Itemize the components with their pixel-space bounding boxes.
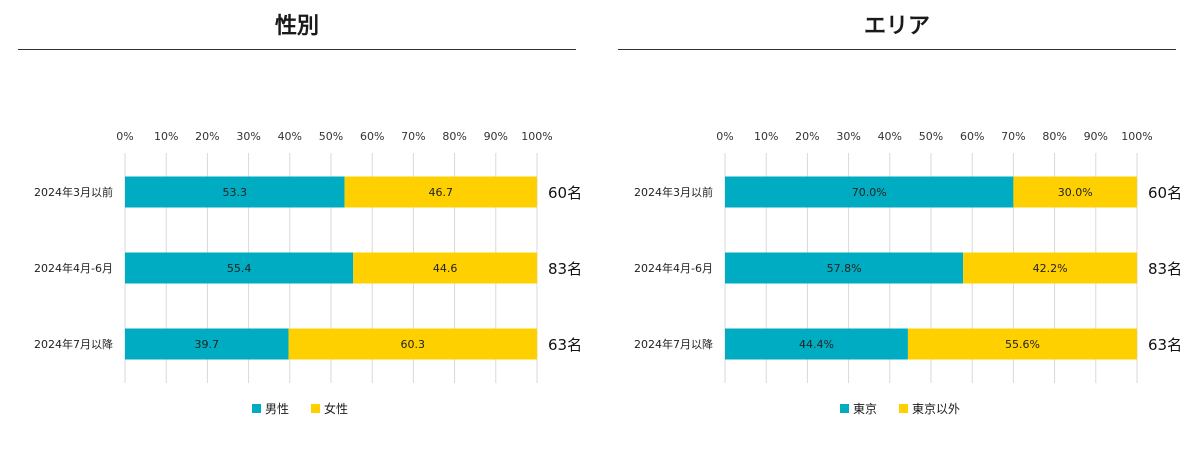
legend-label: 男性 — [264, 402, 289, 416]
chart-title: 性別 — [274, 14, 319, 39]
legend-item-female: 女性 — [311, 400, 348, 417]
bar-segment — [288, 328, 537, 360]
x-tick-label: 40% — [278, 130, 302, 143]
legend-swatch-teal — [839, 404, 849, 413]
category-label: 2024年4月-6月 — [34, 261, 113, 275]
x-tick-label: 90% — [484, 130, 508, 143]
legend-swatch-teal — [251, 404, 261, 413]
x-tick-label: 100% — [1121, 130, 1152, 143]
respondent-count: 60名 — [1148, 184, 1182, 202]
bar-segment — [353, 252, 537, 284]
x-tick-label: 60% — [960, 130, 984, 143]
category-label: 2024年7月以降 — [634, 337, 713, 351]
bar-segment — [725, 328, 908, 360]
bar-segment — [907, 328, 1137, 360]
x-tick-label: 20% — [195, 130, 219, 143]
data-label: 55.4 — [227, 262, 252, 275]
area-stacked-bar-chart: 0% 10% 20% 30% 40% 50% 60% 70% 80% 90% 100% 2024年3月… — [634, 130, 1182, 383]
title-divider — [18, 49, 576, 50]
data-label: 53.3 — [223, 186, 248, 199]
chart-legend: 東京 東京以外 — [600, 400, 1200, 417]
x-tick-label: 40% — [878, 130, 902, 143]
x-tick-label: 30% — [236, 130, 260, 143]
bar-segment — [125, 328, 289, 360]
legend-item-male: 男性 — [251, 400, 289, 417]
x-tick-label: 30% — [836, 130, 860, 143]
legend-label: 東京以外 — [912, 402, 961, 416]
data-label: 55.6% — [1005, 338, 1040, 351]
x-tick-label: 90% — [1084, 130, 1108, 143]
bar-segment — [725, 176, 1014, 208]
x-tick-label: 10% — [154, 130, 178, 143]
legend-item-tokyo: 東京 — [839, 400, 877, 417]
legend-swatch-yellow — [899, 404, 908, 413]
x-tick-label: 70% — [401, 130, 425, 143]
category-label: 2024年4月-6月 — [634, 261, 713, 275]
category-label: 2024年3月以前 — [34, 185, 113, 199]
data-label: 39.7 — [195, 338, 220, 351]
gender-stacked-bar-chart: 0% 10% 20% 30% 40% 50% 60% 70% 80% 90% 100% 2024年3月… — [34, 130, 582, 383]
x-tick-label: 10% — [754, 130, 778, 143]
data-label: 44.6 — [433, 262, 458, 275]
bar-segment — [344, 176, 537, 208]
gender-chart-panel: 性別 0% 10% 20% 30% 40% 50% 60% 70% 80% 90% 100% 2024… — [0, 14, 600, 417]
respondent-count: 63名 — [548, 336, 582, 354]
chart-legend: 男性 女性 — [0, 400, 600, 417]
respondent-count: 83名 — [548, 260, 582, 278]
bar-segment — [963, 252, 1137, 284]
data-label: 46.7 — [429, 186, 454, 199]
x-tick-label: 70% — [1001, 130, 1025, 143]
x-tick-label: 100% — [521, 130, 552, 143]
data-label: 60.3 — [401, 338, 426, 351]
bar-segment — [125, 252, 354, 284]
area-chart-panel: エリア 0% 10% 20% 30% 40% 50% 60% 70% 80% 90% 100% 202… — [600, 0, 1200, 458]
data-label: 57.8% — [827, 262, 862, 275]
chart-title: エリア — [863, 14, 930, 39]
x-tick-label: 80% — [1042, 130, 1066, 143]
data-label: 42.2% — [1033, 262, 1068, 275]
data-label: 70.0% — [852, 186, 887, 199]
x-tick-label: 60% — [360, 130, 384, 143]
respondent-count: 60名 — [548, 184, 582, 202]
respondent-count: 63名 — [1148, 336, 1182, 354]
data-label: 30.0% — [1058, 186, 1093, 199]
x-tick-label: 0% — [116, 130, 133, 143]
legend-item-outside-tokyo: 東京以外 — [899, 400, 960, 417]
bar-segment — [125, 176, 345, 208]
x-tick-label: 0% — [716, 130, 733, 143]
legend-label: 東京 — [852, 402, 877, 416]
legend-swatch-yellow — [311, 404, 320, 413]
category-label: 2024年7月以降 — [34, 337, 113, 351]
x-tick-label: 50% — [919, 130, 943, 143]
respondent-count: 83名 — [1148, 260, 1182, 278]
x-tick-label: 80% — [442, 130, 466, 143]
x-tick-label: 50% — [319, 130, 343, 143]
x-tick-label: 20% — [795, 130, 819, 143]
bar-segment — [725, 252, 964, 284]
legend-label: 女性 — [324, 402, 349, 416]
data-label: 44.4% — [799, 338, 834, 351]
category-label: 2024年3月以前 — [634, 185, 713, 199]
bar-segment — [1013, 176, 1137, 208]
title-divider — [618, 49, 1176, 50]
